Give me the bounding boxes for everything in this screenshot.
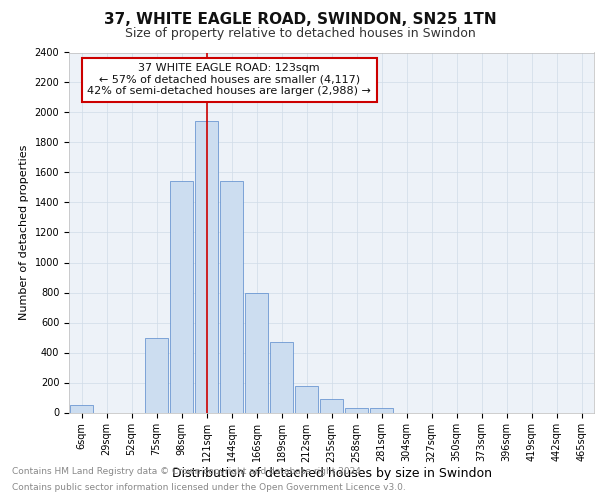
Bar — [170, 182, 193, 412]
Bar — [370, 408, 394, 412]
Text: Contains HM Land Registry data © Crown copyright and database right 2024.: Contains HM Land Registry data © Crown c… — [12, 467, 364, 476]
Text: Size of property relative to detached houses in Swindon: Size of property relative to detached ho… — [125, 28, 475, 40]
Bar — [220, 182, 244, 412]
Text: 37 WHITE EAGLE ROAD: 123sqm
← 57% of detached houses are smaller (4,117)
42% of : 37 WHITE EAGLE ROAD: 123sqm ← 57% of det… — [87, 64, 371, 96]
Text: 37, WHITE EAGLE ROAD, SWINDON, SN25 1TN: 37, WHITE EAGLE ROAD, SWINDON, SN25 1TN — [104, 12, 496, 28]
Bar — [194, 122, 218, 412]
Bar — [245, 292, 268, 412]
Text: Contains public sector information licensed under the Open Government Licence v3: Contains public sector information licen… — [12, 484, 406, 492]
Bar — [344, 408, 368, 412]
Bar — [320, 399, 343, 412]
Bar — [269, 342, 293, 412]
Bar — [295, 386, 319, 412]
X-axis label: Distribution of detached houses by size in Swindon: Distribution of detached houses by size … — [172, 467, 491, 480]
Y-axis label: Number of detached properties: Number of detached properties — [19, 145, 29, 320]
Bar — [70, 405, 94, 412]
Bar — [145, 338, 169, 412]
